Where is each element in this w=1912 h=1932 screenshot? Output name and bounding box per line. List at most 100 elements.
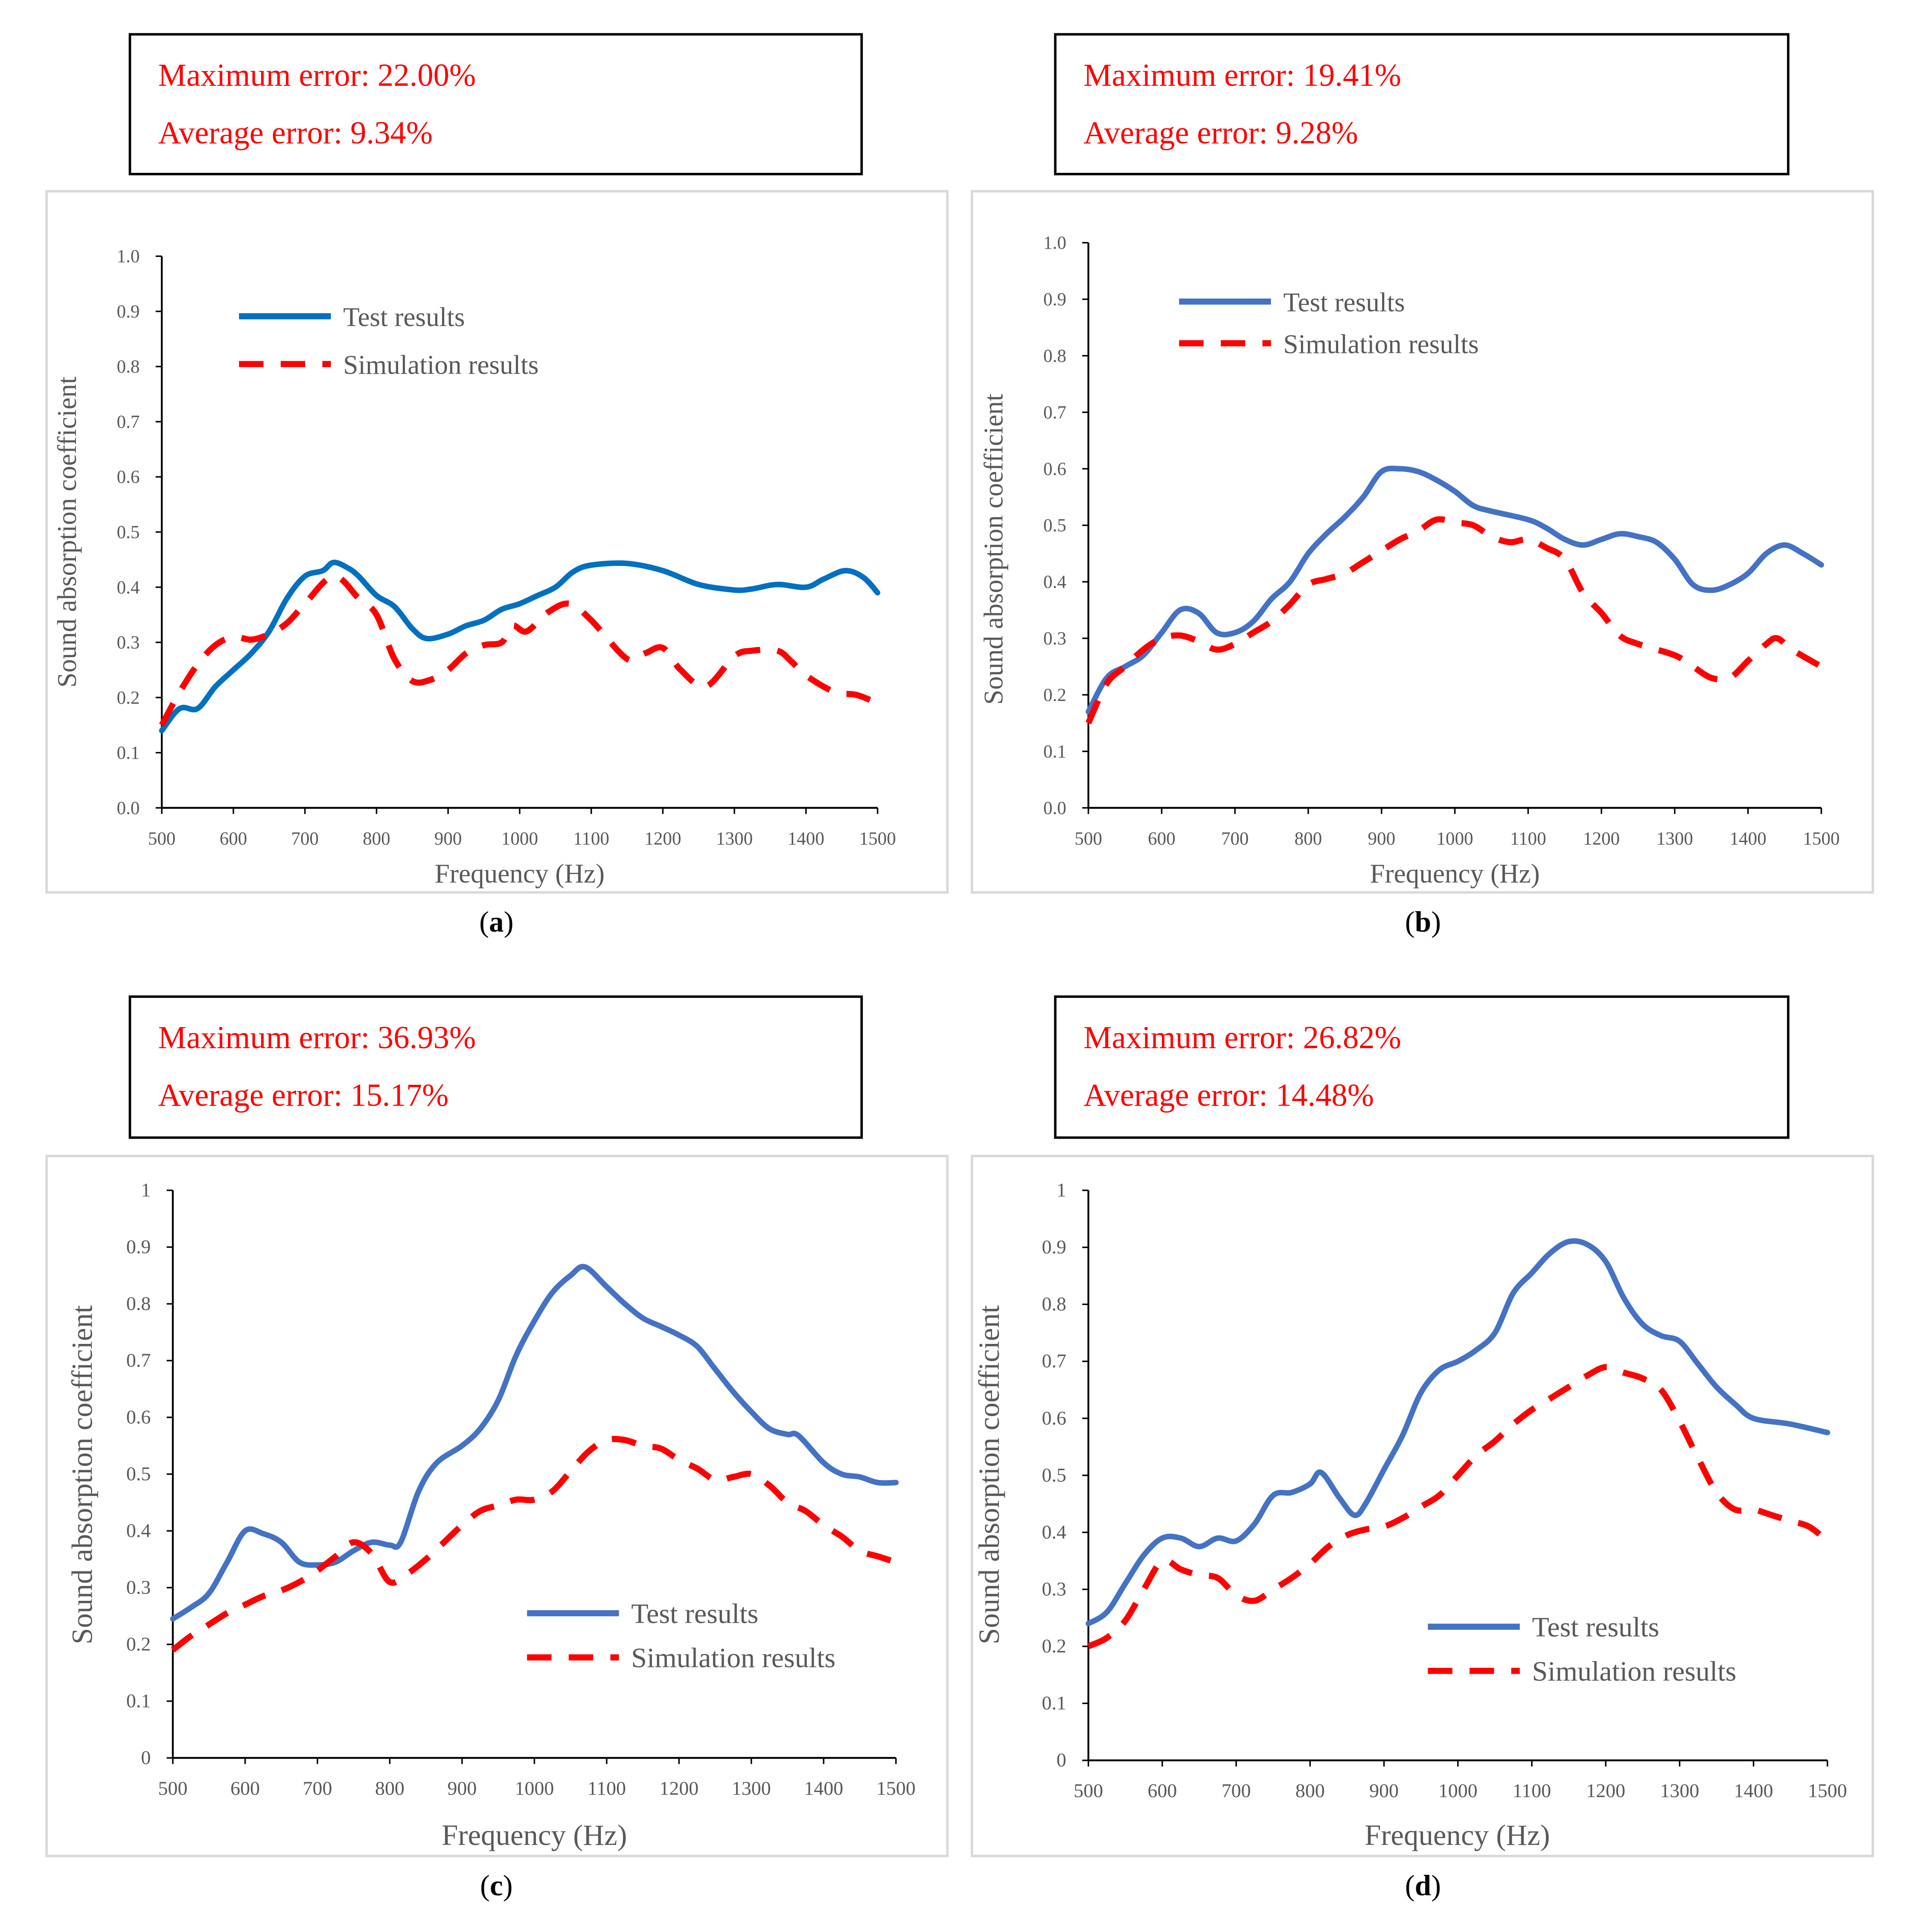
y-tick-label-b: 0.1 bbox=[1043, 742, 1066, 762]
y-tick-label-b: 1.0 bbox=[1043, 233, 1066, 253]
legend-label-test-b: Test results bbox=[1283, 288, 1405, 318]
y-tick-label-c: 0.5 bbox=[126, 1463, 151, 1484]
x-tick-label-d: 900 bbox=[1369, 1780, 1399, 1801]
y-tick-label-b: 0.0 bbox=[1043, 798, 1066, 818]
test-results-line-b bbox=[1086, 466, 1824, 715]
max-error-b: Maximum error: 19.41% bbox=[1083, 58, 1401, 93]
x-tick-label-c: 1200 bbox=[659, 1777, 698, 1799]
y-tick-label-a: 0.1 bbox=[117, 743, 140, 763]
y-tick-label-c: 0.8 bbox=[126, 1292, 151, 1314]
y-tick-label-d: 0.7 bbox=[1042, 1350, 1066, 1372]
y-tick-label-c: 0.2 bbox=[126, 1633, 151, 1655]
legend-label-test-d: Test results bbox=[1532, 1612, 1659, 1643]
legend-label-test-a: Test results bbox=[343, 302, 465, 332]
y-tick-label-a: 0.0 bbox=[117, 798, 140, 818]
x-tick-label-b: 1500 bbox=[1803, 829, 1839, 849]
chart-frame-c bbox=[45, 1154, 949, 1857]
y-tick-label-b: 0.9 bbox=[1043, 290, 1066, 310]
y-tick-label-c: 0.9 bbox=[126, 1236, 151, 1257]
x-tick-label-a: 1300 bbox=[716, 829, 753, 849]
x-tick-label-b: 800 bbox=[1295, 829, 1322, 849]
y-tick-label-a: 0.8 bbox=[117, 357, 140, 377]
error-box-c: Maximum error: 36.93% Average error: 15.… bbox=[128, 995, 863, 1139]
caption-c: (c) bbox=[480, 1871, 513, 1903]
y-tick-label-b: 0.3 bbox=[1043, 629, 1066, 649]
legend-label-simulation-c: Simulation results bbox=[631, 1643, 835, 1674]
x-tick-label-b: 900 bbox=[1368, 829, 1396, 849]
x-tick-label-d: 500 bbox=[1074, 1780, 1103, 1801]
x-tick-label-b: 500 bbox=[1074, 829, 1102, 849]
x-tick-label-b: 1000 bbox=[1437, 829, 1473, 849]
x-tick-label-a: 1400 bbox=[788, 829, 824, 849]
x-tick-label-a: 600 bbox=[220, 829, 247, 849]
y-tick-label-c: 0.6 bbox=[126, 1406, 151, 1428]
y-tick-label-d: 0.1 bbox=[1042, 1692, 1066, 1714]
max-error-a: Maximum error: 22.00% bbox=[158, 58, 476, 93]
y-tick-label-b: 0.7 bbox=[1043, 402, 1066, 423]
y-tick-label-c: 1 bbox=[141, 1179, 151, 1201]
legend-label-test-c: Test results bbox=[631, 1598, 758, 1629]
x-axis-title-c: Frequency (Hz) bbox=[442, 1819, 627, 1851]
x-tick-label-a: 1500 bbox=[859, 829, 896, 849]
max-error-c: Maximum error: 36.93% bbox=[158, 1020, 476, 1056]
y-tick-label-b: 0.4 bbox=[1043, 572, 1066, 592]
simulation-results-line-b bbox=[1086, 516, 1823, 725]
y-tick-label-c: 0.1 bbox=[126, 1690, 151, 1711]
y-tick-label-a: 0.6 bbox=[117, 467, 140, 487]
chart-frame-b bbox=[970, 190, 1874, 894]
error-box-d: Maximum error: 26.82% Average error: 14.… bbox=[1054, 995, 1790, 1139]
x-tick-label-d: 1400 bbox=[1734, 1780, 1773, 1801]
x-tick-label-d: 1100 bbox=[1513, 1780, 1551, 1801]
y-axis-title-a: Sound absorption coefficient bbox=[52, 376, 82, 688]
y-tick-label-a: 0.9 bbox=[117, 302, 140, 322]
y-tick-label-d: 1 bbox=[1056, 1179, 1066, 1201]
y-tick-label-b: 0.5 bbox=[1043, 516, 1066, 536]
chart-frame-d bbox=[970, 1154, 1874, 1857]
y-tick-label-a: 0.7 bbox=[117, 412, 140, 432]
y-tick-label-d: 0.8 bbox=[1042, 1293, 1066, 1315]
x-tick-label-a: 700 bbox=[291, 829, 319, 849]
y-tick-label-a: 0.4 bbox=[117, 577, 140, 597]
x-tick-label-c: 1000 bbox=[515, 1777, 554, 1799]
y-tick-label-c: 0.3 bbox=[126, 1576, 151, 1598]
caption-a: (a) bbox=[479, 907, 514, 939]
x-tick-label-d: 1300 bbox=[1660, 1780, 1699, 1801]
x-tick-label-c: 1300 bbox=[732, 1777, 771, 1799]
error-box-b: Maximum error: 19.41% Average error: 9.2… bbox=[1054, 33, 1790, 175]
x-tick-label-c: 900 bbox=[447, 1777, 477, 1799]
x-tick-label-d: 700 bbox=[1222, 1780, 1251, 1801]
test-results-line-a bbox=[159, 559, 881, 734]
x-tick-label-b: 600 bbox=[1148, 829, 1176, 849]
x-tick-label-a: 500 bbox=[148, 829, 176, 849]
x-tick-label-a: 1200 bbox=[644, 829, 681, 849]
y-axis-title-d: Sound absorption coefficient bbox=[973, 1305, 1005, 1644]
x-tick-label-b: 1300 bbox=[1656, 829, 1693, 849]
x-tick-label-d: 1000 bbox=[1438, 1780, 1478, 1801]
y-tick-label-c: 0.4 bbox=[126, 1519, 151, 1541]
y-tick-label-a: 0.3 bbox=[117, 633, 140, 653]
avg-error-a: Average error: 9.34% bbox=[158, 115, 433, 151]
y-tick-label-b: 0.8 bbox=[1043, 346, 1066, 366]
avg-error-b: Average error: 9.28% bbox=[1083, 115, 1358, 151]
y-axis-title-b: Sound absorption coefficient bbox=[979, 393, 1009, 705]
chart-frame-a bbox=[45, 190, 949, 894]
test-results-line-d bbox=[1086, 1238, 1831, 1626]
y-tick-label-a: 0.5 bbox=[117, 522, 140, 542]
y-tick-label-d: 0.3 bbox=[1042, 1578, 1066, 1600]
x-axis-title-d: Frequency (Hz) bbox=[1365, 1819, 1550, 1851]
x-tick-label-c: 1100 bbox=[588, 1777, 626, 1799]
x-tick-label-a: 1000 bbox=[501, 829, 538, 849]
x-axis-title-a: Frequency (Hz) bbox=[435, 859, 605, 889]
x-tick-label-c: 500 bbox=[158, 1777, 188, 1799]
x-tick-label-b: 700 bbox=[1221, 829, 1249, 849]
x-tick-label-b: 1200 bbox=[1583, 829, 1620, 849]
y-tick-label-a: 1.0 bbox=[117, 247, 140, 267]
y-tick-label-d: 0 bbox=[1056, 1749, 1066, 1771]
y-tick-label-d: 0.5 bbox=[1042, 1464, 1066, 1486]
x-tick-label-c: 700 bbox=[303, 1777, 332, 1799]
y-axis-title-c: Sound absorption coefficient bbox=[66, 1305, 98, 1644]
y-tick-label-c: 0.7 bbox=[126, 1349, 151, 1371]
y-tick-label-d: 0.9 bbox=[1042, 1236, 1066, 1258]
error-box-a: Maximum error: 22.00% Average error: 9.3… bbox=[128, 33, 863, 175]
